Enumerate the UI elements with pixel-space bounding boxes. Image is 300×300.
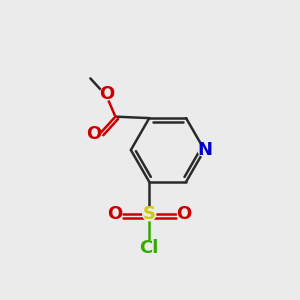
Circle shape [143, 208, 156, 221]
Circle shape [88, 128, 101, 141]
Circle shape [198, 143, 211, 157]
Text: O: O [99, 85, 114, 103]
Text: O: O [107, 205, 122, 223]
Text: Cl: Cl [140, 238, 159, 256]
Circle shape [143, 241, 156, 254]
Text: S: S [143, 205, 156, 223]
Text: N: N [197, 141, 212, 159]
Text: O: O [176, 205, 192, 223]
Circle shape [178, 208, 190, 221]
Circle shape [108, 208, 121, 221]
Text: O: O [87, 125, 102, 143]
Circle shape [100, 87, 113, 100]
